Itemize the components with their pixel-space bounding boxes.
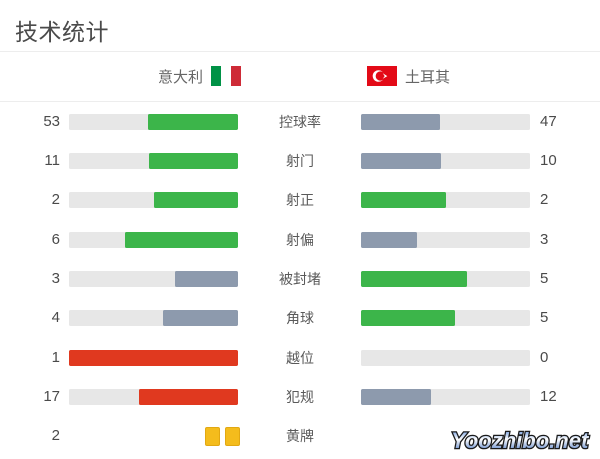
- svg-text:Yoozhibo.net: Yoozhibo.net: [451, 428, 590, 453]
